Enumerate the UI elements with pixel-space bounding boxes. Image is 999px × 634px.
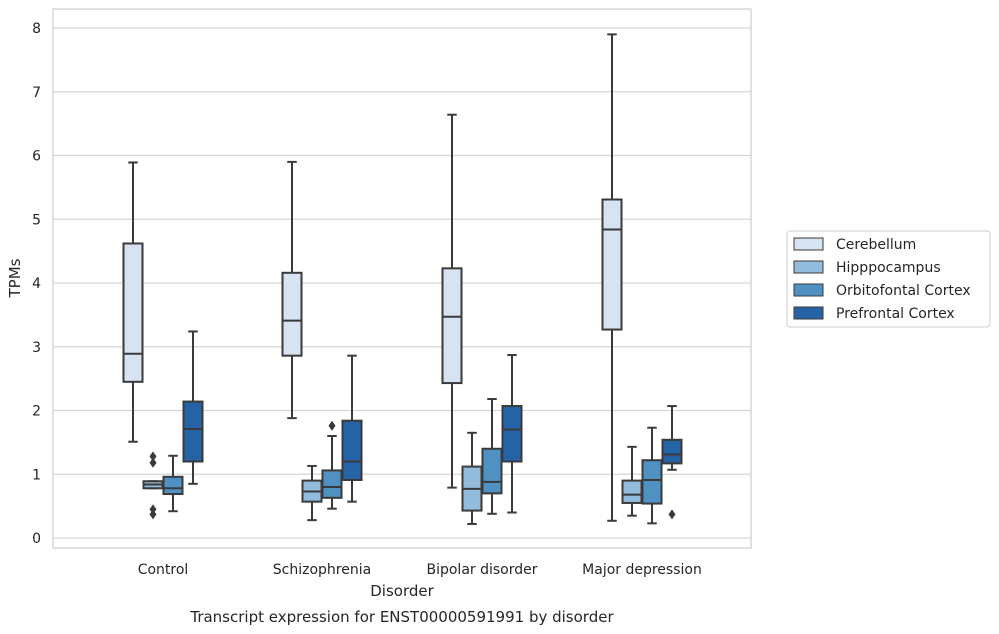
box-2-3: [641, 426, 663, 525]
plot-frame: [52, 8, 752, 549]
series-2: [162, 398, 663, 525]
legend-swatch: [793, 237, 824, 251]
x-tick-label-2: Bipolar disorder: [426, 562, 537, 578]
y-tick-label-5: 5: [32, 212, 41, 228]
box-iqr: [641, 459, 663, 505]
y-tick-label-2: 2: [32, 404, 41, 420]
x-axis-label: Disorder: [370, 582, 434, 600]
chart-caption: Transcript expression for ENST0000059199…: [189, 608, 614, 626]
box-1-3: [621, 445, 643, 517]
outlier-2: [149, 504, 157, 515]
legend-swatch: [793, 306, 824, 320]
legend-items: Cerebellum Hipppocampus Orbitofontal Corte…: [793, 237, 971, 322]
box-0-3: [601, 33, 623, 522]
series-3: [182, 330, 683, 520]
box-3-0: [182, 330, 204, 485]
box-3-1: [341, 354, 363, 503]
box-iqr: [501, 405, 523, 463]
legend-frame: [786, 230, 991, 328]
x-tick-label-1: Schizophrenia: [273, 562, 371, 578]
box-iqr: [481, 447, 503, 495]
outlier-0: [149, 451, 157, 462]
series-0: [122, 33, 623, 522]
box-iqr: [182, 400, 204, 463]
box-series: [122, 33, 683, 525]
box-iqr: [281, 271, 303, 357]
box-iqr: [661, 438, 683, 465]
box-iqr: [162, 475, 184, 496]
box-2-0: [162, 454, 184, 513]
box-3-2: [501, 354, 523, 514]
outlier-1: [149, 457, 157, 468]
y-tick-label-0: 0: [32, 531, 41, 547]
series-1: [142, 431, 643, 525]
outlier-3: [149, 509, 157, 520]
outlier-0: [668, 509, 676, 520]
box-1-0: [142, 451, 164, 520]
legend-item-3: Prefrontal Cortex: [793, 306, 955, 322]
box-1-2: [461, 431, 483, 525]
y-tick-label-4: 4: [32, 276, 41, 292]
box-iqr: [621, 479, 643, 504]
legend-swatch: [793, 260, 824, 274]
box-0-0: [122, 161, 144, 443]
legend-item-1: Hipppocampus: [793, 260, 941, 276]
outlier-0: [328, 420, 336, 431]
x-tick-label-3: Major depression: [582, 562, 702, 578]
legend-item-2: Orbitofontal Cortex: [793, 283, 971, 299]
y-tick-labels: 0 1 2 3 4 5 6 7 8: [32, 21, 41, 547]
box-2-2: [481, 398, 503, 515]
legend: Cerebellum Hipppocampus Orbitofontal Corte…: [786, 230, 991, 328]
legend-label: Prefrontal Cortex: [836, 306, 955, 322]
y-tick-label-6: 6: [32, 149, 41, 165]
box-iqr: [321, 469, 343, 499]
box-2-1: [321, 420, 343, 510]
legend-label: Cerebellum: [836, 237, 916, 253]
box-iqr: [601, 198, 623, 331]
box-3-3: [661, 405, 683, 520]
x-tick-labels: Control Schizophrenia Bipolar disorder Majo…: [138, 562, 702, 578]
y-tick-label-1: 1: [32, 467, 41, 483]
box-iqr: [122, 242, 144, 383]
grid-lines: [53, 27, 751, 539]
legend-label: Hipppocampus: [836, 260, 941, 276]
y-axis-label: TPMs: [6, 258, 24, 298]
legend-swatch: [793, 283, 824, 297]
box-0-1: [281, 160, 303, 420]
legend-item-0: Cerebellum: [793, 237, 916, 253]
box-iqr: [341, 419, 363, 481]
y-tick-label-8: 8: [32, 21, 41, 37]
box-0-2: [441, 113, 463, 489]
y-tick-label-3: 3: [32, 340, 41, 356]
x-tick-label-0: Control: [138, 562, 189, 578]
y-tick-label-7: 7: [32, 85, 41, 101]
legend-label: Orbitofontal Cortex: [836, 283, 971, 299]
box-iqr: [441, 267, 463, 385]
